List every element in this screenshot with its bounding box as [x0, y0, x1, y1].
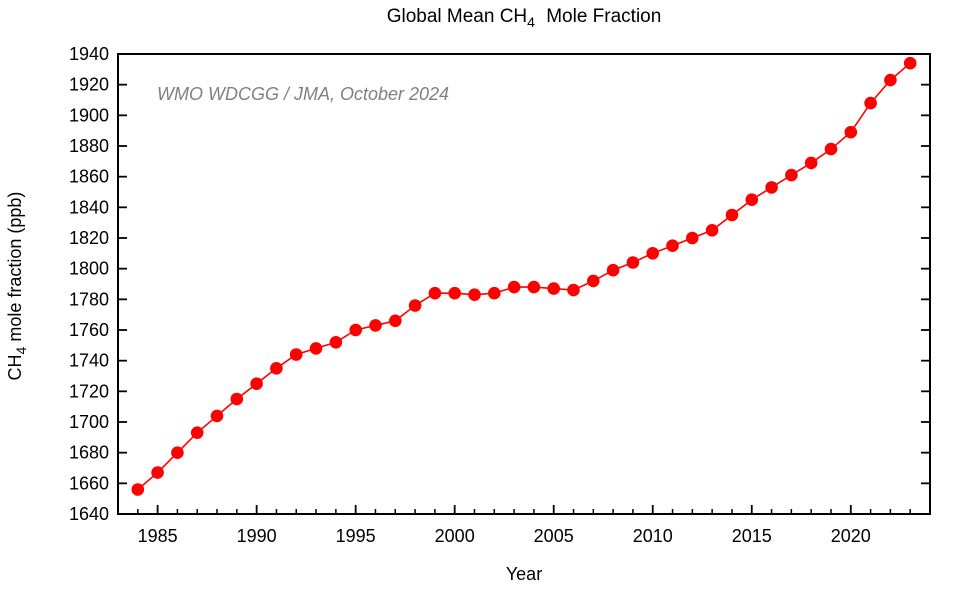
data-point — [468, 288, 481, 302]
y-tick-label: 1920 — [69, 75, 109, 95]
data-point — [151, 466, 164, 479]
data-point — [389, 314, 402, 328]
y-tick-label: 1700 — [69, 412, 109, 432]
y-axis-ticks: 1640 1660 1680 1700 1720 1740 1760 1780 1800 1820… — [69, 44, 930, 524]
y-tick-label: 1780 — [69, 289, 109, 309]
y-tick-label: 1740 — [69, 351, 109, 371]
data-point — [210, 409, 224, 423]
y-tick-label: 1840 — [69, 197, 109, 217]
y-tick-label: 1820 — [69, 228, 109, 248]
x-tick-label: 2015 — [732, 526, 772, 546]
data-point — [448, 286, 462, 300]
data-point — [745, 193, 759, 206]
data-point — [250, 377, 263, 391]
data-point — [686, 231, 699, 245]
data-point — [903, 56, 917, 70]
data-point — [626, 256, 640, 269]
x-tick-label: 2000 — [435, 526, 475, 546]
data-point — [230, 392, 244, 406]
x-tick-label: 2010 — [633, 526, 673, 546]
data-point — [428, 286, 442, 300]
data-point — [329, 336, 343, 349]
data-point — [527, 280, 541, 294]
x-tick-label: 1985 — [138, 526, 178, 546]
y-tick-label: 1720 — [69, 381, 109, 401]
y-tick-label: 1680 — [69, 443, 109, 463]
source-annotation: WMO WDCGG / JMA, October 2024 — [157, 84, 450, 104]
y-tick-label: 1860 — [69, 167, 109, 187]
data-points — [131, 56, 917, 496]
y-tick-label: 1900 — [69, 105, 109, 125]
data-point — [349, 323, 363, 337]
data-point — [270, 362, 283, 375]
data-point — [309, 342, 323, 355]
data-point — [824, 142, 838, 156]
data-point — [171, 446, 184, 460]
data-point — [547, 282, 560, 295]
chart-title-subscript: 4 — [527, 13, 535, 30]
data-point — [646, 247, 659, 260]
chart-title: Global Mean CH4 Mole Fraction — [118, 6, 930, 30]
data-point — [725, 208, 739, 222]
y-tick-label: 1640 — [69, 504, 109, 524]
data-point — [785, 168, 798, 182]
y-tick-label: 1880 — [69, 136, 109, 156]
y-tick-label: 1760 — [69, 320, 109, 340]
data-point — [408, 299, 422, 312]
data-point — [765, 181, 778, 194]
x-tick-label: 2005 — [534, 526, 574, 546]
x-axis-minor-ticks — [137, 509, 911, 514]
data-point — [606, 263, 620, 277]
data-point — [844, 125, 858, 139]
data-point — [289, 348, 303, 361]
x-tick-label: 1995 — [336, 526, 376, 546]
x-tick-label: 2020 — [831, 526, 871, 546]
y-tick-label: 1800 — [69, 259, 109, 279]
data-point — [488, 286, 501, 300]
data-line — [137, 62, 911, 491]
data-point — [864, 96, 877, 110]
x-axis-label: Year — [505, 564, 543, 584]
plot-frame — [117, 53, 931, 515]
y-tick-label: 1940 — [69, 44, 109, 64]
data-point — [507, 280, 521, 294]
x-tick-label: 1990 — [237, 526, 277, 546]
data-point — [804, 156, 818, 170]
x-axis-ticks: 1985 1990 1995 2000 2005 2010 2015 2020 — [138, 505, 871, 546]
data-point — [131, 483, 145, 496]
data-point — [567, 283, 580, 297]
data-point — [705, 224, 719, 237]
chart-title-text: Global Mean CH — [386, 6, 528, 27]
data-point — [587, 274, 600, 288]
data-point — [190, 426, 204, 440]
data-point — [666, 239, 679, 252]
y-tick-label: 1660 — [69, 473, 109, 493]
data-point — [369, 319, 382, 332]
chart-title-suffix: Mole Fraction — [540, 6, 662, 27]
data-point — [884, 73, 897, 87]
